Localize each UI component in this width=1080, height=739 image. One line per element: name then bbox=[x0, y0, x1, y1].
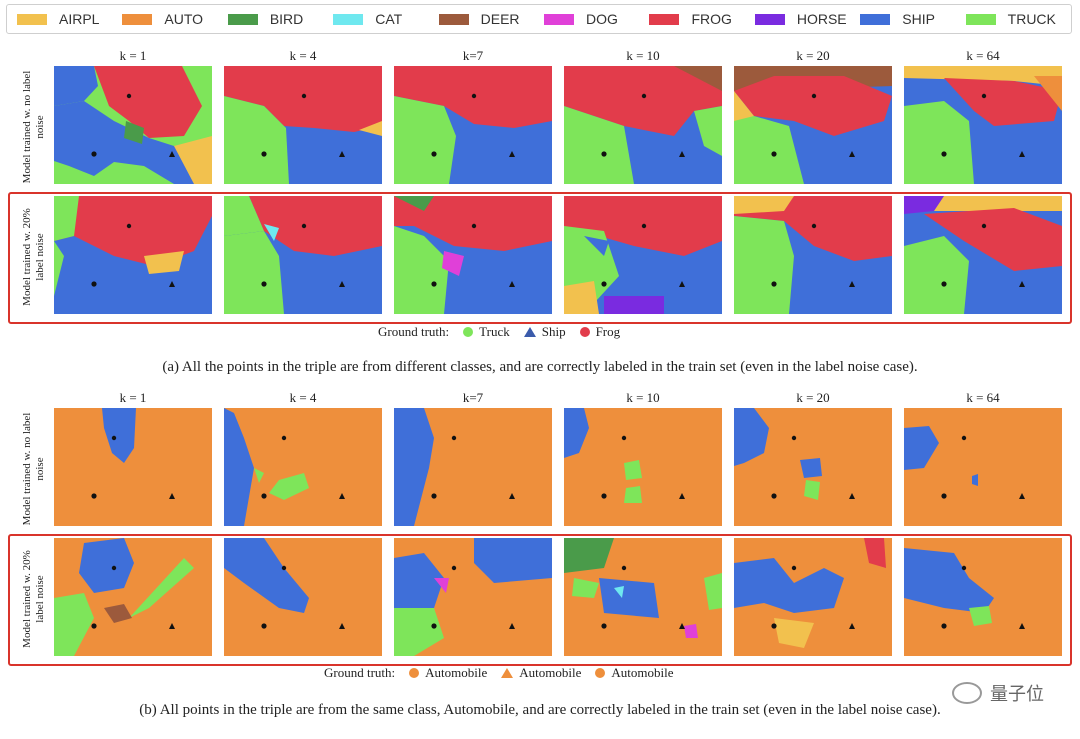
legend-swatch bbox=[333, 13, 364, 25]
caption-a: (a) All the points in the triple are fro… bbox=[162, 359, 918, 375]
k-label: k = 1 bbox=[119, 390, 147, 405]
ground-truth-label: Ship bbox=[541, 324, 566, 339]
legend-item-horse: HORSE bbox=[754, 11, 860, 27]
k-label: k = 4 bbox=[289, 48, 317, 63]
legend-swatch bbox=[227, 13, 258, 25]
legend-swatch bbox=[965, 13, 996, 25]
legend-swatch bbox=[754, 13, 785, 25]
truck-dot-icon bbox=[463, 327, 474, 337]
legend-item-bird: BIRD bbox=[227, 11, 333, 27]
legend-label: DOG bbox=[586, 11, 618, 27]
decision-region-plot bbox=[224, 196, 382, 314]
row-label-no-noise: Model trained w. no label noise bbox=[21, 412, 46, 526]
decision-region-plot bbox=[224, 538, 382, 656]
decision-region-plot bbox=[394, 538, 552, 656]
k-label: k = 10 bbox=[626, 48, 660, 63]
legend-item-truck: TRUCK bbox=[965, 11, 1071, 27]
ship-triangle-icon bbox=[523, 327, 536, 337]
legend-swatch bbox=[17, 13, 47, 25]
legend-swatch bbox=[438, 13, 469, 25]
legend-item-dog: DOG bbox=[544, 11, 649, 27]
label-noise-highlight bbox=[8, 534, 1072, 666]
ground-truth-label: Automobile bbox=[425, 665, 488, 680]
k-label: k = 1 bbox=[119, 48, 147, 63]
watermark-text: 量子位 bbox=[990, 684, 1044, 705]
legend-label: AIRPL bbox=[59, 11, 100, 27]
wechat-icon bbox=[952, 682, 982, 704]
k-label: k = 64 bbox=[966, 48, 1000, 63]
decision-region-plot bbox=[394, 408, 552, 526]
row-label-no-noise: Model trained w. no label noise bbox=[21, 70, 46, 184]
legend-label: HORSE bbox=[796, 11, 847, 27]
decision-region-plot bbox=[564, 66, 722, 184]
k-label: k = 20 bbox=[796, 48, 830, 63]
decision-region-plot bbox=[394, 196, 552, 314]
legend-item-cat: CAT bbox=[333, 11, 438, 27]
legend-item-frog: FROG bbox=[649, 11, 754, 27]
decision-region-plot bbox=[54, 408, 212, 526]
k-label: k = 20 bbox=[796, 390, 830, 405]
legend-item-auto: AUTO bbox=[122, 11, 227, 27]
label-noise-highlight bbox=[8, 192, 1072, 324]
k-label: k = 64 bbox=[966, 390, 1000, 405]
ground-truth-label: Automobile bbox=[519, 665, 582, 680]
automobile-dot-icon bbox=[595, 668, 606, 678]
legend-swatch bbox=[544, 13, 575, 25]
legend-swatch bbox=[860, 13, 891, 25]
legend-label: DEER bbox=[480, 11, 520, 27]
ground-truth-legend: Ground truth: Truck Ship Frog bbox=[378, 324, 620, 340]
legend-label: CAT bbox=[375, 11, 403, 27]
decision-region-plot bbox=[904, 196, 1062, 314]
frog-dot-icon bbox=[579, 327, 590, 337]
ground-truth-title: Ground truth: bbox=[324, 665, 396, 680]
k-label: k=7 bbox=[462, 390, 484, 405]
automobile-triangle-icon bbox=[501, 668, 514, 678]
decision-region-plot bbox=[224, 66, 382, 184]
decision-region-plot bbox=[394, 66, 552, 184]
legend-swatch bbox=[649, 13, 680, 25]
legend-swatch bbox=[122, 13, 153, 25]
ground-truth-title: Ground truth: bbox=[378, 324, 450, 339]
decision-region-plot bbox=[564, 538, 722, 656]
decision-region-plot bbox=[734, 408, 892, 526]
watermark: 量子位 bbox=[952, 680, 1044, 706]
legend-label: SHIP bbox=[902, 11, 935, 27]
decision-region-plot bbox=[904, 408, 1062, 526]
decision-region-plot bbox=[904, 538, 1062, 656]
decision-region-plot bbox=[564, 408, 722, 526]
decision-region-plot bbox=[54, 196, 212, 314]
legend-item-airpl: AIRPL bbox=[17, 11, 122, 27]
ground-truth-label: Automobile bbox=[611, 665, 674, 680]
legend-label: FROG bbox=[691, 11, 732, 27]
ground-truth-label: Frog bbox=[595, 324, 621, 339]
decision-region-plot bbox=[224, 408, 382, 526]
legend-label: AUTO bbox=[164, 11, 204, 27]
ground-truth-label: Truck bbox=[479, 324, 510, 339]
caption-b: (b) All points in the triple are from th… bbox=[139, 702, 941, 718]
legend-label: TRUCK bbox=[1007, 11, 1056, 27]
class-legend: AIRPL AUTO BIRD CAT DEER DOG FROG HORSE … bbox=[6, 4, 1072, 34]
decision-region-plot bbox=[54, 66, 212, 184]
k-label: k = 4 bbox=[289, 390, 317, 405]
decision-region-plot bbox=[734, 196, 892, 314]
legend-item-deer: DEER bbox=[438, 11, 544, 27]
automobile-dot-icon bbox=[409, 668, 420, 678]
decision-region-plot bbox=[54, 538, 212, 656]
decision-region-plot bbox=[734, 66, 892, 184]
legend-item-ship: SHIP bbox=[860, 11, 965, 27]
decision-region-plot bbox=[734, 538, 892, 656]
decision-region-plot bbox=[564, 196, 722, 314]
decision-region-plot bbox=[904, 66, 1062, 184]
k-label: k=7 bbox=[462, 48, 484, 63]
k-label: k = 10 bbox=[626, 390, 660, 405]
ground-truth-legend: Ground truth: Automobile Automobile Auto… bbox=[324, 665, 673, 681]
legend-label: BIRD bbox=[269, 11, 304, 27]
